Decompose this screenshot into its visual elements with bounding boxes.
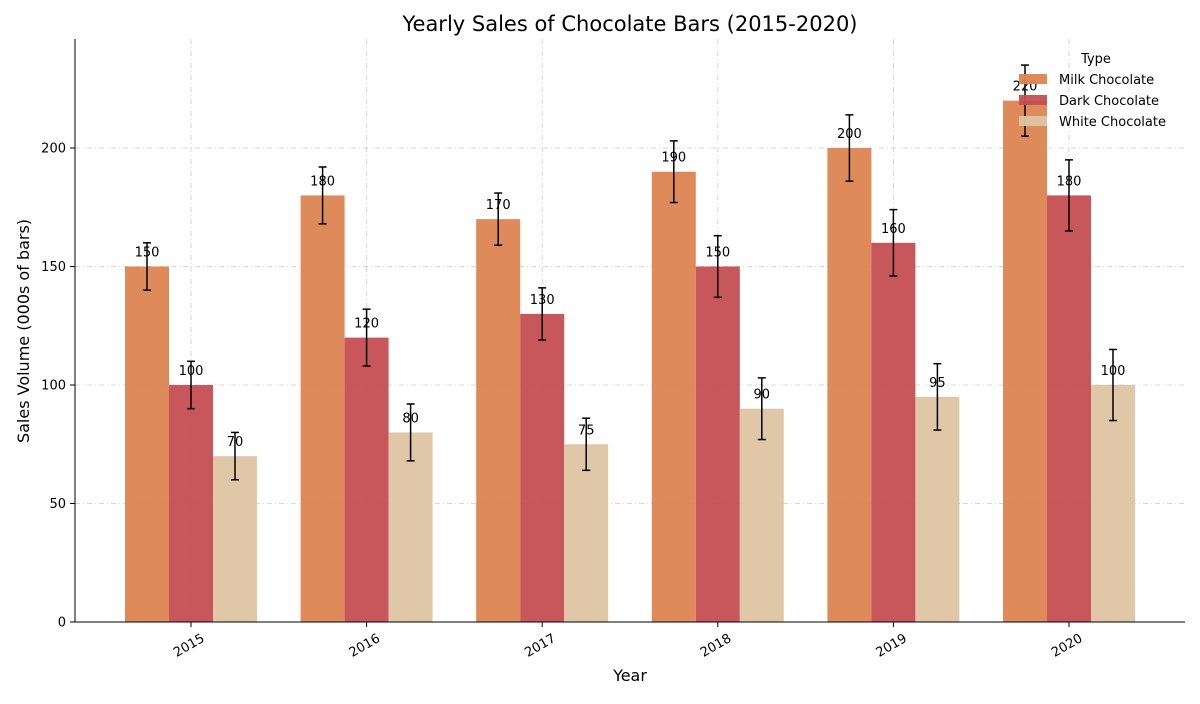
bar bbox=[300, 195, 345, 623]
x-tick-label: 2017 bbox=[522, 631, 558, 661]
data-label: 160 bbox=[881, 222, 906, 237]
legend-label: White Chocolate bbox=[1059, 115, 1166, 130]
data-label: 80 bbox=[402, 411, 419, 426]
y-tick-label: 0 bbox=[58, 616, 66, 631]
legend-label: Milk Chocolate bbox=[1059, 73, 1154, 88]
y-tick-label: 100 bbox=[41, 379, 66, 394]
data-label: 100 bbox=[179, 364, 204, 379]
data-label: 200 bbox=[837, 127, 862, 142]
data-label: 150 bbox=[135, 246, 160, 261]
y-tick-label: 150 bbox=[41, 260, 66, 275]
bar bbox=[125, 266, 169, 622]
x-axis-label: Year bbox=[612, 666, 647, 685]
x-tick-label: 2019 bbox=[874, 631, 910, 661]
data-label: 120 bbox=[354, 317, 379, 332]
bar bbox=[169, 385, 213, 622]
bars-layer bbox=[125, 64, 1135, 623]
bar bbox=[388, 432, 433, 622]
bar bbox=[695, 266, 740, 622]
x-tick-label: 2015 bbox=[171, 631, 207, 661]
legend-swatch bbox=[1019, 95, 1047, 105]
data-label: 180 bbox=[310, 174, 335, 189]
data-label: 150 bbox=[705, 246, 730, 261]
data-label: 190 bbox=[661, 151, 686, 166]
y-axis-label: Sales Volume (000s of bars) bbox=[14, 219, 33, 443]
bar bbox=[871, 242, 916, 623]
data-label: 170 bbox=[486, 198, 511, 213]
data-label: 180 bbox=[1057, 174, 1082, 189]
legend-swatch bbox=[1019, 74, 1047, 84]
legend-swatch bbox=[1019, 116, 1047, 126]
bar bbox=[344, 337, 389, 622]
bar bbox=[476, 219, 521, 622]
bar bbox=[827, 148, 872, 622]
x-tick-label: 2016 bbox=[347, 631, 383, 661]
bar bbox=[739, 408, 784, 622]
bar bbox=[1047, 195, 1091, 623]
data-label: 130 bbox=[530, 293, 555, 308]
bar bbox=[1091, 385, 1135, 622]
legend: Type Milk Chocolate Dark Chocolate White C… bbox=[1019, 52, 1166, 130]
legend-items: Milk Chocolate Dark Chocolate White Chocol… bbox=[1019, 73, 1166, 130]
data-label: 100 bbox=[1101, 364, 1126, 379]
data-label: 90 bbox=[754, 388, 771, 403]
bar bbox=[213, 456, 257, 622]
data-labels-layer: 1501801701902002201001201301501601807080… bbox=[135, 80, 1126, 450]
bar bbox=[520, 313, 565, 622]
data-label: 75 bbox=[578, 423, 595, 438]
chart-title: Yearly Sales of Chocolate Bars (2015-202… bbox=[401, 12, 857, 36]
data-label: 95 bbox=[929, 376, 946, 391]
y-tick-label: 50 bbox=[49, 497, 66, 512]
data-label: 70 bbox=[227, 435, 244, 450]
bar bbox=[651, 171, 696, 622]
bar bbox=[915, 396, 960, 622]
legend-label: Dark Chocolate bbox=[1059, 94, 1159, 109]
x-tick-label: 2018 bbox=[698, 631, 734, 661]
bar bbox=[1003, 100, 1047, 622]
y-tick-label: 200 bbox=[41, 142, 66, 157]
bar bbox=[564, 444, 609, 622]
x-tick-label: 2020 bbox=[1049, 631, 1085, 661]
legend-title: Type bbox=[1080, 52, 1111, 67]
